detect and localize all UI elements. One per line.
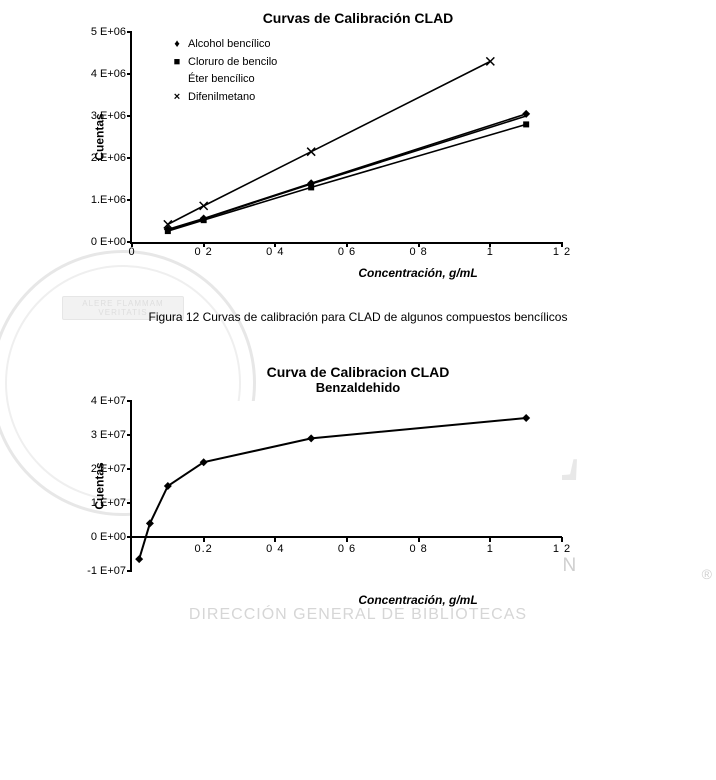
ytick-label: 4 E+06 [91,68,132,80]
ytick-label: 3 E+07 [91,429,132,441]
chart2-subtitle: Benzaldehido [10,380,706,395]
ytick-label: 4 E+07 [91,395,132,407]
chart2-title: Curva de Calibracion CLAD [10,364,706,380]
chart1-title: Curvas de Calibración CLAD [10,10,706,26]
ytick-label: 1.E+06 [91,194,132,206]
chart1-xlabel: Concentración, g/mL [130,266,706,280]
ytick-label: 2 E+07 [91,463,132,475]
ytick-label: 5 E+06 [91,26,132,38]
chart-clad-curves: Curvas de Calibración CLAD Cuentas ♦Alco… [10,10,706,280]
chart1-svg [132,32,562,242]
chart-benzaldehido: Curva de Calibracion CLAD Benzaldehido C… [10,364,706,607]
ytick-label: 3 E+06 [91,110,132,122]
ytick-label: 2.E+06 [91,152,132,164]
chart2-xlabel: Concentración, g/mL [130,593,706,607]
figure-12-caption: Figura 12 Curvas de calibración para CLA… [10,310,706,324]
chart2-plot-area: Cuentas -1 E+070 E+001 E+072 E+073 E+074… [130,401,562,571]
chart1-plot-area: Cuentas ♦Alcohol bencílico■Cloruro de be… [130,32,562,244]
ytick-label: 0 E+00 [91,531,132,543]
ytick-label: -1 E+07 [87,565,132,577]
ytick-label: 1 E+07 [91,497,132,509]
direccion-watermark: DIRECCIÓN GENERAL DE BIBLIOTECAS [0,606,716,624]
ytick-label: 0 E+00 [91,236,132,248]
